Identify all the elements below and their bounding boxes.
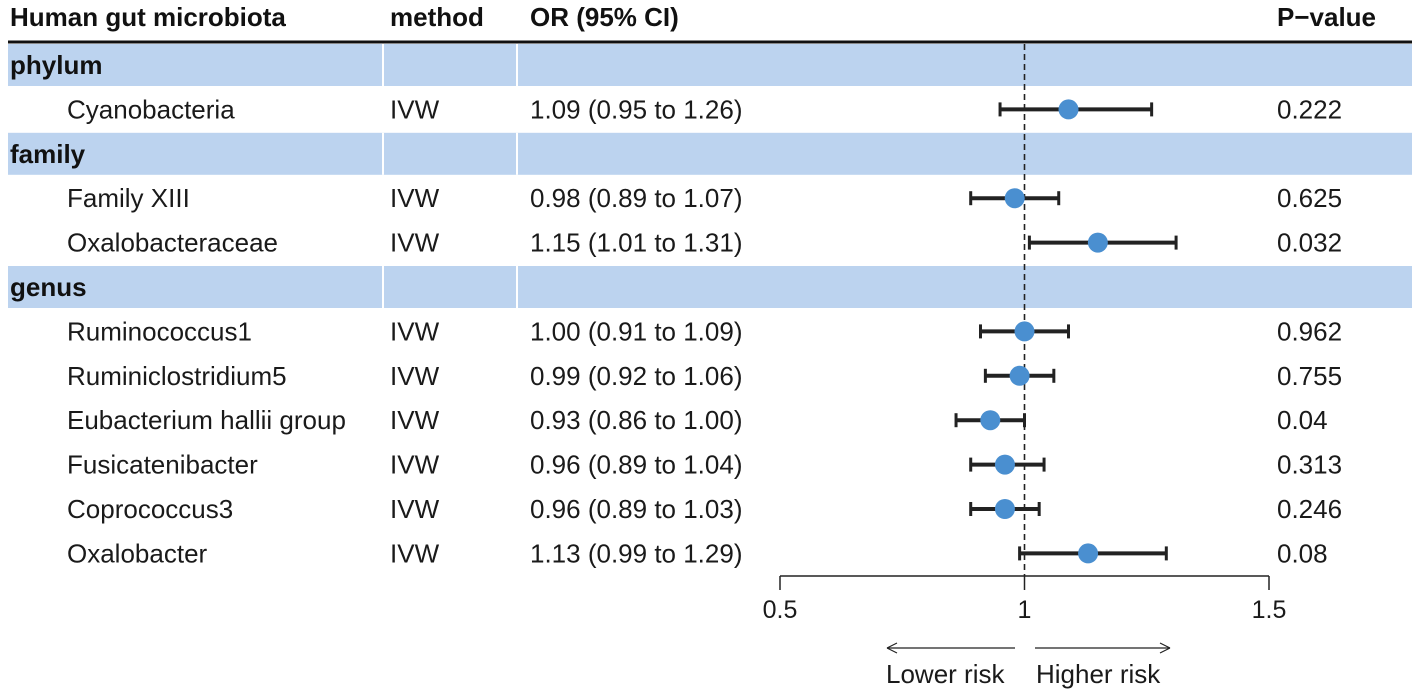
x-axis: 0.5 1 1.5 <box>763 575 1287 624</box>
row-p-value: 0.313 <box>1277 450 1342 480</box>
row-name: Coprococcus3 <box>67 494 233 524</box>
row-method: IVW <box>390 316 440 346</box>
row-name: Oxalobacteraceae <box>67 228 278 258</box>
row-p-value: 0.032 <box>1277 228 1342 258</box>
group-label: genus <box>10 272 87 302</box>
row-name: Ruminococcus1 <box>67 316 252 346</box>
row-or-ci: 1.15 (1.01 to 1.31) <box>530 228 742 258</box>
row-p-value: 0.962 <box>1277 316 1342 346</box>
or-point <box>1009 365 1030 386</box>
or-point <box>1004 188 1025 209</box>
row-p-value: 0.04 <box>1277 405 1328 435</box>
row-name: Oxalobacter <box>67 538 208 568</box>
group-band <box>8 132 1412 175</box>
or-point <box>1078 543 1099 564</box>
row-method: IVW <box>390 494 440 524</box>
higher-risk-arrowhead <box>1159 642 1171 654</box>
or-point <box>994 499 1015 519</box>
forest-marks <box>954 99 1178 564</box>
row-or-ci: 0.96 (0.89 to 1.04) <box>530 450 742 480</box>
row-method: IVW <box>390 538 440 568</box>
group-label: family <box>10 139 86 169</box>
row-or-ci: 0.93 (0.86 to 1.00) <box>530 405 742 435</box>
row-name: Fusicatenibacter <box>67 450 258 480</box>
row-or-ci: 1.09 (0.95 to 1.26) <box>530 94 742 124</box>
risk-direction: Lower risk Higher risk <box>886 642 1171 689</box>
x-tick-label: 1 <box>1018 596 1032 624</box>
lower-risk-arrowhead <box>886 642 898 654</box>
row-method: IVW <box>390 228 440 258</box>
or-point <box>1087 232 1108 253</box>
row-name: Cyanobacteria <box>67 94 235 124</box>
x-tick-label: 0.5 <box>763 596 798 624</box>
header-p-value: P−value <box>1277 2 1376 32</box>
group-band <box>8 266 1412 308</box>
row-method: IVW <box>390 405 440 435</box>
group-band <box>8 44 1412 86</box>
group-label: phylum <box>10 50 102 80</box>
row-p-value: 0.222 <box>1277 94 1342 124</box>
group-bands <box>8 44 1412 308</box>
row-name: Eubacterium hallii group <box>67 405 346 435</box>
row-or-ci: 0.96 (0.89 to 1.03) <box>530 494 742 524</box>
or-point <box>994 454 1015 475</box>
row-method: IVW <box>390 94 440 124</box>
row-p-value: 0.246 <box>1277 494 1342 524</box>
header-microbiota: Human gut microbiota <box>10 2 286 32</box>
row-p-value: 0.08 <box>1277 538 1328 568</box>
higher-risk-label: Higher risk <box>1036 659 1161 689</box>
header-or-ci: OR (95% CI) <box>530 2 679 32</box>
header-method: method <box>390 2 484 32</box>
row-or-ci: 0.99 (0.92 to 1.06) <box>530 361 742 391</box>
or-point <box>1058 99 1079 120</box>
row-or-ci: 1.00 (0.91 to 1.09) <box>530 316 742 346</box>
row-method: IVW <box>390 183 440 213</box>
row-method: IVW <box>390 361 440 391</box>
row-name: Ruminiclostridium5 <box>67 361 287 391</box>
table-rows: phylum Cyanobacteria IVW 1.09 (0.95 to 1.26… <box>10 50 1342 568</box>
or-point <box>980 410 1001 431</box>
or-point <box>1014 321 1035 342</box>
row-or-ci: 0.98 (0.89 to 1.07) <box>530 183 742 213</box>
row-name: Family XIII <box>67 183 190 213</box>
x-tick-label: 1.5 <box>1252 596 1287 624</box>
row-method: IVW <box>390 450 440 480</box>
row-or-ci: 1.13 (0.99 to 1.29) <box>530 538 742 568</box>
row-p-value: 0.755 <box>1277 361 1342 391</box>
row-p-value: 0.625 <box>1277 183 1342 213</box>
lower-risk-label: Lower risk <box>886 659 1005 689</box>
